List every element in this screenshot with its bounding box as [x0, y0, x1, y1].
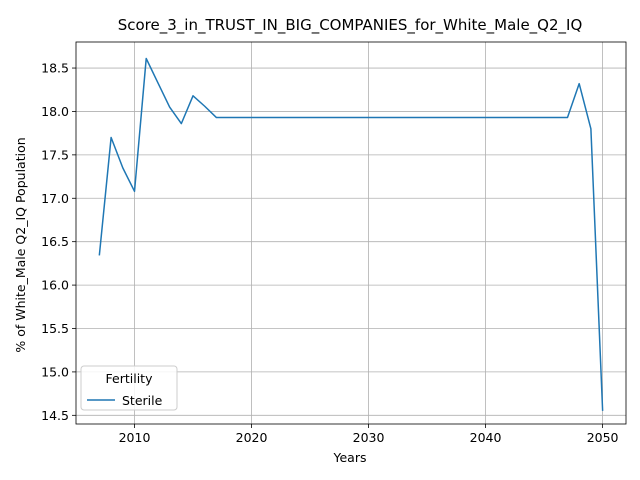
y-axis-label: % of White_Male Q2_IQ Population	[13, 137, 28, 352]
y-tick-label: 16.0	[41, 278, 69, 293]
x-tick-label: 2010	[119, 430, 151, 445]
y-axis: 14.5 15.0 15.5 16.0 16.5 17.0 17.5 18.0 18.5	[41, 61, 76, 423]
y-tick-label: 15.5	[41, 321, 69, 336]
y-tick-label: 17.5	[41, 147, 69, 162]
series-line-sterile	[98, 57, 604, 411]
y-tick-label: 18.5	[41, 61, 69, 76]
legend: Fertility Sterile	[80, 365, 178, 411]
plot-frame	[75, 41, 627, 425]
x-tick-label: 2040	[470, 430, 502, 445]
legend-title: Fertility	[106, 371, 154, 386]
x-tick-label: 2050	[587, 430, 619, 445]
x-axis: 2010 2020 2030 2040 2050	[119, 424, 619, 445]
y-tick-label: 18.0	[41, 104, 69, 119]
grid	[76, 42, 626, 424]
y-tick-label: 14.5	[41, 408, 69, 423]
y-tick-label: 16.5	[41, 234, 69, 249]
legend-label-sterile: Sterile	[122, 393, 163, 408]
x-tick-label: 2030	[353, 430, 385, 445]
x-tick-label: 2020	[236, 430, 268, 445]
y-tick-label: 17.0	[41, 191, 69, 206]
legend-box	[80, 365, 178, 411]
x-axis-label: Years	[333, 450, 367, 465]
y-tick-label: 15.0	[41, 364, 69, 379]
chart-title: Score_3_in_TRUST_IN_BIG_COMPANIES_for_Wh…	[118, 16, 583, 35]
series-layer	[98, 57, 604, 411]
